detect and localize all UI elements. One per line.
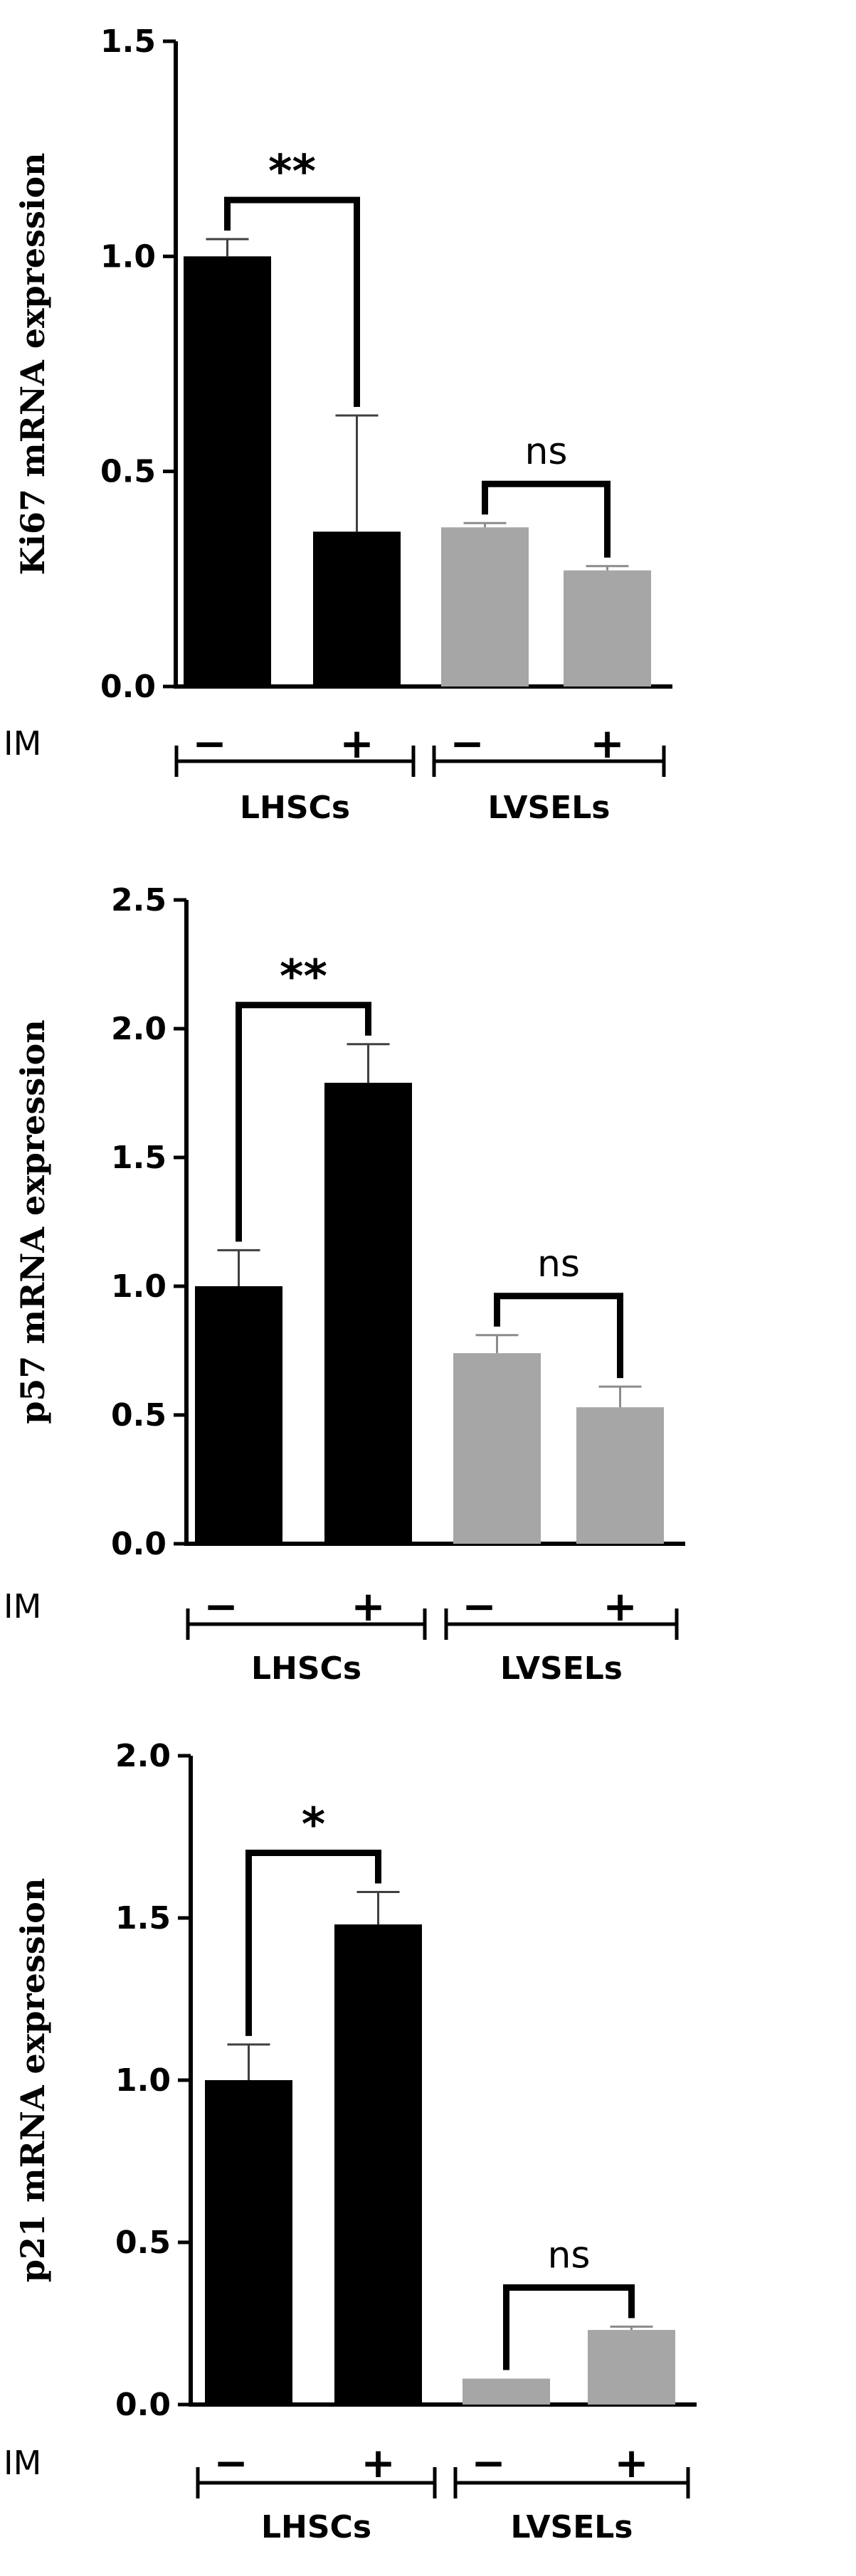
- y-tick-label: 1.0: [111, 1268, 167, 1305]
- y-tick-label: 0.0: [111, 1526, 167, 1562]
- significance-bracket: [245, 1850, 381, 2036]
- significance-label: ns: [524, 430, 567, 473]
- y-axis-label: p21 mRNA expression: [14, 1878, 52, 2283]
- group-label: LVSELs: [500, 1650, 623, 1687]
- bar: [588, 2330, 675, 2405]
- bar: [441, 527, 529, 687]
- bar: [453, 1353, 541, 1544]
- y-tick-label: 2.0: [115, 1738, 171, 1774]
- significance-label: **: [268, 146, 316, 198]
- significance-bracket: [236, 1002, 371, 1242]
- group-label: LHSCs: [240, 790, 350, 826]
- chart-panel-2: 0.0 0.5 1.0 1.5 2.0 2.5 p57 mRNA expression ** n…: [4, 882, 685, 1687]
- bar: [334, 1924, 422, 2405]
- y-axis-label: p57 mRNA expression: [14, 1019, 52, 1424]
- y-tick-label: 0.5: [111, 1397, 167, 1433]
- y-tick-label: 1.0: [115, 2062, 171, 2099]
- bar: [313, 531, 401, 687]
- factor-label: IM: [4, 1587, 41, 1626]
- y-tick-label: 1.5: [115, 1900, 171, 1936]
- y-tick-label: 2.5: [111, 882, 167, 918]
- bar: [195, 1286, 282, 1544]
- significance-label: ns: [547, 2235, 590, 2277]
- y-axis-label: Ki67 mRNA expression: [14, 153, 52, 576]
- y-tick-label: 1.0: [100, 238, 156, 275]
- significance-bracket: [503, 2284, 635, 2370]
- bar: [564, 570, 651, 687]
- bar: [205, 2080, 292, 2405]
- y-tick-label: 1.5: [111, 1140, 167, 1176]
- y-tick-label: 2.0: [111, 1011, 167, 1047]
- significance-label: ns: [537, 1243, 580, 1286]
- y-tick-label: 0.5: [115, 2225, 171, 2261]
- significance-bracket: [482, 480, 611, 558]
- treatment-symbol: −: [471, 2439, 506, 2487]
- significance-bracket: [494, 1293, 623, 1379]
- group-label: LHSCs: [261, 2509, 371, 2545]
- significance-label: *: [302, 1799, 325, 1852]
- bar: [576, 1407, 664, 1544]
- bar: [324, 1083, 412, 1544]
- y-tick-label: 0.0: [115, 2387, 171, 2423]
- factor-label: IM: [4, 724, 41, 763]
- y-tick-label: 0.5: [100, 454, 156, 490]
- significance-bracket: [224, 196, 360, 408]
- bar: [184, 256, 271, 687]
- group-label: LHSCs: [251, 1650, 361, 1687]
- y-tick-label: 0.0: [100, 669, 156, 705]
- treatment-symbol: +: [614, 2439, 649, 2487]
- treatment-symbol: +: [361, 2439, 396, 2487]
- group-label: LVSELs: [487, 790, 610, 826]
- treatment-symbol: −: [213, 2439, 248, 2487]
- chart-panel-3: 0.0 0.5 1.0 1.5 2.0 p21 mRNA expression * ns IM −…: [4, 1738, 697, 2545]
- y-tick-label: 1.5: [100, 23, 156, 60]
- factor-label: IM: [4, 2444, 41, 2482]
- group-label: LVSELs: [510, 2509, 633, 2545]
- significance-label: **: [280, 951, 327, 1004]
- bar: [463, 2378, 550, 2405]
